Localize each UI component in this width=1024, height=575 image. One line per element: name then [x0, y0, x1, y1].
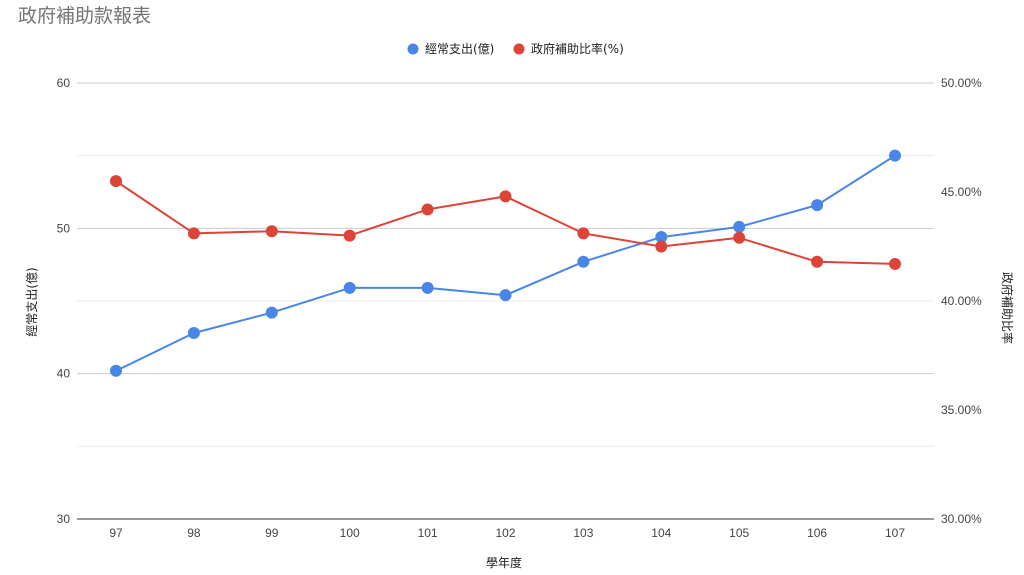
- y-left-tick-label: 40: [57, 367, 71, 381]
- series-expenditure: [110, 149, 901, 377]
- x-tick-label: 101: [418, 526, 438, 540]
- data-point-expenditure: [110, 364, 122, 377]
- legend-label-expenditure: 經常支出(億): [425, 42, 494, 56]
- x-tick-label: 106: [807, 526, 827, 540]
- y-right-tick-label: 45.00%: [941, 185, 982, 199]
- data-point-subsidy-ratio: [187, 227, 200, 240]
- data-point-expenditure: [343, 281, 356, 294]
- data-point-expenditure: [733, 220, 746, 233]
- data-point-subsidy-ratio: [343, 229, 356, 242]
- x-tick-label: 107: [885, 526, 905, 540]
- data-point-subsidy-ratio: [811, 255, 824, 268]
- x-tick-label: 100: [340, 526, 360, 540]
- y-right-tick-label: 30.00%: [941, 512, 982, 526]
- y-left-axis-title: 經常支出(億): [25, 267, 39, 336]
- y-left-tick-label: 60: [57, 76, 71, 90]
- data-point-subsidy-ratio: [655, 240, 668, 253]
- x-tick-label: 104: [651, 526, 671, 540]
- data-point-subsidy-ratio: [110, 175, 122, 188]
- legend-label-subsidy-ratio: 政府補助比率(%): [531, 41, 624, 56]
- y-left-tick-label: 50: [57, 221, 71, 235]
- legend-marker-expenditure: [407, 43, 419, 55]
- gridlines: [77, 82, 934, 520]
- axis-ticks: 30 40 50 60 30.00% 35.00% 40.00% 45.00% 50.00% 97…: [57, 76, 982, 540]
- legend-marker-subsidy-ratio: [513, 43, 525, 55]
- data-point-subsidy-ratio: [499, 190, 512, 203]
- data-point-expenditure: [265, 306, 278, 319]
- x-axis-title: 學年度: [486, 555, 522, 570]
- x-tick-label: 105: [729, 526, 749, 540]
- x-tick-label: 99: [265, 526, 279, 540]
- data-point-subsidy-ratio: [577, 227, 590, 240]
- chart-title: 政府補助款報表: [18, 5, 151, 27]
- x-tick-label: 102: [495, 526, 515, 540]
- y-right-axis-title: 政府補助比率: [1000, 272, 1015, 344]
- data-point-expenditure: [577, 255, 590, 268]
- y-left-tick-label: 30: [57, 512, 71, 526]
- data-point-expenditure: [889, 149, 901, 162]
- series: [110, 149, 901, 377]
- data-point-subsidy-ratio: [733, 231, 746, 244]
- data-point-expenditure: [421, 281, 434, 294]
- y-right-tick-label: 35.00%: [941, 403, 982, 417]
- data-point-subsidy-ratio: [421, 203, 434, 216]
- y-right-tick-label: 40.00%: [941, 294, 982, 308]
- x-tick-label: 103: [573, 526, 593, 540]
- data-point-expenditure: [499, 289, 512, 302]
- series-line-expenditure: [115, 154, 896, 372]
- data-point-subsidy-ratio: [265, 225, 278, 238]
- data-point-subsidy-ratio: [889, 257, 901, 270]
- data-point-expenditure: [187, 326, 200, 339]
- x-tick-label: 98: [187, 526, 201, 540]
- x-tick-label: 97: [109, 526, 123, 540]
- data-point-expenditure: [655, 231, 668, 244]
- series-subsidy-ratio: [110, 175, 901, 270]
- data-point-expenditure: [811, 199, 824, 212]
- legend: 經常支出(億) 政府補助比率(%): [407, 41, 624, 56]
- y-right-tick-label: 50.00%: [941, 76, 982, 90]
